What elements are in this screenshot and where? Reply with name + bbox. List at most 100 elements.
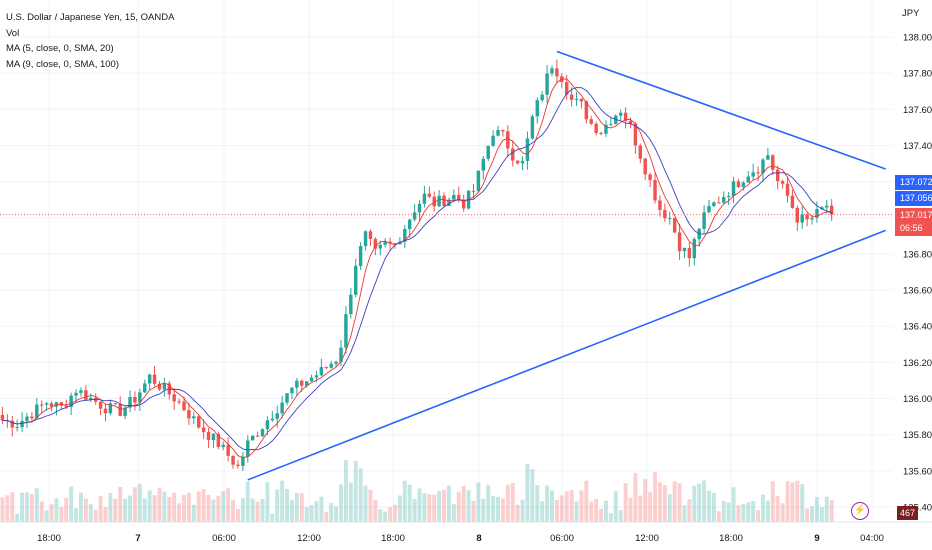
candle-body [260, 429, 265, 437]
volume-bar [442, 489, 447, 522]
volume-bar [186, 492, 191, 522]
volume-bar [491, 495, 496, 522]
volume-bar [417, 488, 422, 522]
lightning-icon[interactable]: ⚡ [851, 502, 869, 520]
candle-body [226, 444, 230, 456]
volume-bar [25, 492, 29, 522]
candle-body [550, 68, 554, 74]
volume-bar [682, 505, 687, 522]
candle-body [319, 367, 324, 376]
volume-bar [545, 485, 550, 522]
candle-body [677, 232, 682, 252]
candle-body [511, 148, 515, 161]
time-tick-label: 06:00 [212, 533, 236, 544]
volume-bar [721, 501, 726, 522]
volume-bar [265, 482, 270, 522]
volume-bar [393, 504, 397, 522]
volume-bar [299, 493, 304, 522]
ma-20-label[interactable]: MA (5, close, 0, SMA, 20) [6, 43, 114, 54]
volume-bar [93, 509, 98, 522]
last-price-value: 137.017 [900, 210, 932, 220]
candle-body [785, 183, 790, 196]
time-tick-label: 8 [476, 533, 481, 544]
time-tick-label: 18:00 [719, 533, 743, 544]
price-tick-label: 137.600 [903, 105, 932, 116]
volume-bar [510, 483, 515, 522]
currency-label: JPY [902, 8, 920, 19]
volume-bar [236, 508, 240, 522]
volume-bar [74, 508, 79, 522]
volume-indicator-label[interactable]: Vol [6, 27, 20, 39]
candle-body [717, 202, 721, 204]
volume-bar [289, 499, 294, 522]
volume-bar [540, 501, 545, 522]
candle-body [108, 403, 113, 414]
volume-bar [520, 499, 525, 522]
candle-body [633, 123, 638, 146]
candle-body [295, 380, 299, 388]
candle-body [604, 124, 608, 134]
candle-body [741, 182, 746, 187]
candle-body [545, 73, 549, 95]
volume-bar [211, 499, 216, 522]
candle-body [314, 375, 319, 378]
symbol-title[interactable]: U.S. Dollar / Japanese Yen, 15, OANDA [6, 12, 175, 23]
volume-bar [687, 499, 692, 522]
candle-body [609, 123, 613, 125]
price-tick-label: 135.600 [903, 466, 932, 477]
candle-body [138, 392, 142, 403]
candle-body [128, 396, 132, 408]
volume-bar [559, 495, 564, 522]
volume-bar [177, 503, 182, 522]
candle-body [300, 380, 304, 386]
candle-body [304, 381, 309, 386]
ma-fast-price-tag: 137.072 [895, 175, 932, 190]
volume-bar [191, 504, 196, 522]
candle-body [447, 199, 451, 206]
volume-bar [280, 480, 285, 522]
volume-bar [589, 501, 594, 522]
candle-body [623, 112, 628, 121]
volume-bar [118, 487, 123, 522]
candle-body [668, 218, 672, 220]
candle-body [246, 440, 250, 457]
candle-body [722, 196, 726, 203]
trendline-upper[interactable] [556, 50, 886, 170]
candle-body [403, 229, 407, 242]
volume-bar [775, 495, 780, 522]
candle-body [79, 390, 83, 393]
candle-body [520, 160, 525, 164]
candle-body [780, 181, 785, 184]
candle-body [412, 212, 417, 220]
candle-body [0, 414, 5, 421]
volume-bar [358, 468, 363, 522]
trendline-lower[interactable] [247, 229, 886, 481]
volume-bar [260, 499, 265, 522]
candle-body [810, 217, 814, 220]
candle-body [584, 101, 589, 120]
candle-body [766, 155, 770, 160]
volume-bar [201, 489, 206, 522]
candle-body [216, 433, 221, 448]
candle-body [736, 181, 741, 187]
volume-bar [324, 511, 329, 522]
volume-bar [790, 482, 795, 522]
candle-body [329, 363, 333, 368]
volume-bar [162, 491, 167, 522]
volume-bar [761, 494, 765, 522]
candle-body [756, 172, 760, 174]
volume-bar [329, 502, 334, 522]
volume-bar [59, 507, 64, 522]
candle-body [457, 194, 461, 201]
ma-100-label[interactable]: MA (9, close, 0, SMA, 100) [6, 58, 119, 70]
volume-bar [795, 480, 800, 522]
volume-bar [613, 491, 618, 522]
candle-body [280, 402, 284, 414]
candle-body [422, 193, 427, 204]
volume-bar [810, 506, 815, 522]
candle-body [687, 247, 692, 259]
volume-bar [167, 497, 172, 522]
volume-bar [525, 464, 530, 522]
time-tick-label: 7 [135, 533, 140, 544]
